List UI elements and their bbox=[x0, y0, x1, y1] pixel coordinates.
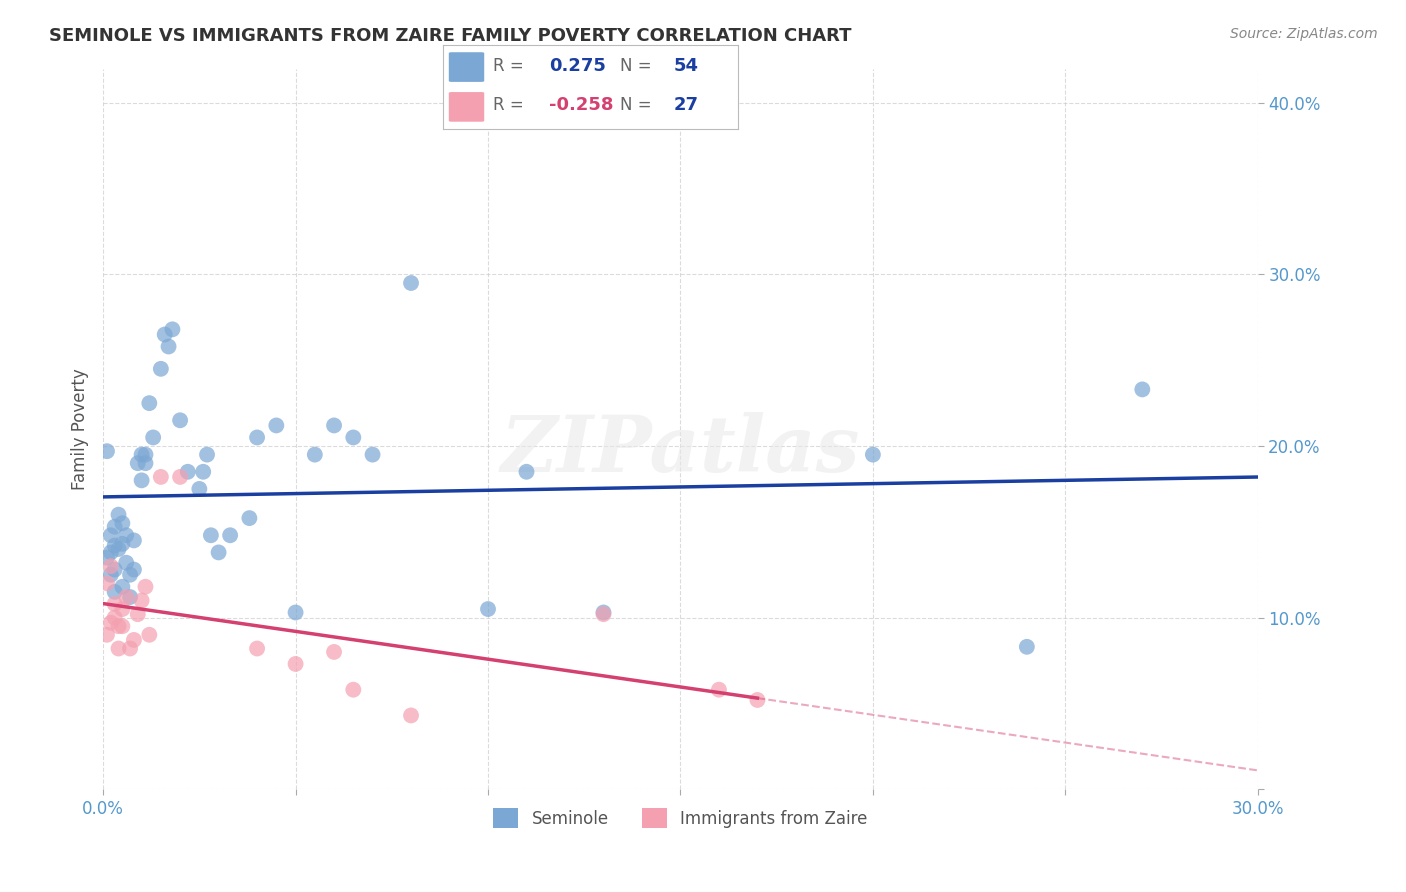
Point bbox=[1130, 383, 1153, 397]
Point bbox=[115, 590, 138, 604]
Point bbox=[104, 597, 127, 611]
Point bbox=[323, 645, 346, 659]
Text: 54: 54 bbox=[673, 57, 699, 75]
Point bbox=[342, 682, 364, 697]
Point bbox=[131, 593, 153, 607]
Point bbox=[104, 585, 127, 599]
Point bbox=[96, 550, 118, 565]
Point bbox=[169, 470, 191, 484]
Text: N =: N = bbox=[620, 57, 651, 75]
Text: 27: 27 bbox=[673, 96, 699, 114]
Point bbox=[1015, 640, 1038, 654]
Point bbox=[122, 533, 145, 548]
Point bbox=[134, 448, 156, 462]
Point bbox=[120, 567, 142, 582]
Point bbox=[399, 708, 422, 723]
Point bbox=[138, 628, 160, 642]
Point bbox=[96, 628, 118, 642]
Point bbox=[100, 559, 122, 574]
Point bbox=[207, 545, 229, 559]
Point bbox=[284, 657, 307, 671]
Text: Source: ZipAtlas.com: Source: ZipAtlas.com bbox=[1230, 27, 1378, 41]
Point bbox=[122, 563, 145, 577]
Text: -0.258: -0.258 bbox=[550, 96, 613, 114]
Point bbox=[107, 619, 129, 633]
Point bbox=[238, 511, 260, 525]
Point bbox=[104, 610, 127, 624]
Point bbox=[100, 528, 122, 542]
Point bbox=[111, 619, 134, 633]
Point bbox=[153, 327, 176, 342]
Point bbox=[162, 322, 184, 336]
Point bbox=[342, 430, 364, 444]
Text: SEMINOLE VS IMMIGRANTS FROM ZAIRE FAMILY POVERTY CORRELATION CHART: SEMINOLE VS IMMIGRANTS FROM ZAIRE FAMILY… bbox=[49, 27, 852, 45]
Point bbox=[304, 448, 326, 462]
Point bbox=[107, 508, 129, 522]
Point bbox=[100, 567, 122, 582]
Point bbox=[592, 607, 614, 622]
Point bbox=[131, 448, 153, 462]
Point bbox=[100, 615, 122, 630]
Point bbox=[195, 448, 218, 462]
Point bbox=[149, 361, 172, 376]
Point bbox=[219, 528, 242, 542]
Point bbox=[107, 541, 129, 556]
Point bbox=[707, 682, 730, 697]
Point bbox=[193, 465, 215, 479]
Point bbox=[111, 516, 134, 531]
Point bbox=[399, 276, 422, 290]
Point bbox=[127, 456, 149, 470]
Point bbox=[142, 430, 165, 444]
Point bbox=[138, 396, 160, 410]
Point bbox=[169, 413, 191, 427]
Point bbox=[246, 641, 269, 656]
Point bbox=[120, 590, 142, 604]
Point bbox=[477, 602, 499, 616]
Point bbox=[131, 474, 153, 488]
Point bbox=[107, 641, 129, 656]
Point bbox=[104, 519, 127, 533]
Point bbox=[96, 444, 118, 458]
Point bbox=[862, 448, 884, 462]
Point bbox=[127, 607, 149, 622]
Text: R =: R = bbox=[494, 96, 524, 114]
Point bbox=[134, 580, 156, 594]
Point bbox=[149, 470, 172, 484]
Legend: Seminole, Immigrants from Zaire: Seminole, Immigrants from Zaire bbox=[486, 801, 875, 835]
Point bbox=[266, 418, 288, 433]
FancyBboxPatch shape bbox=[449, 92, 484, 121]
Point bbox=[104, 563, 127, 577]
FancyBboxPatch shape bbox=[449, 53, 484, 82]
Point bbox=[323, 418, 346, 433]
Text: N =: N = bbox=[620, 96, 651, 114]
Point bbox=[111, 580, 134, 594]
Point bbox=[111, 602, 134, 616]
Point bbox=[747, 693, 769, 707]
Point bbox=[115, 528, 138, 542]
Point bbox=[115, 556, 138, 570]
Point bbox=[120, 641, 142, 656]
Point bbox=[157, 339, 180, 353]
Point bbox=[111, 537, 134, 551]
Point bbox=[122, 632, 145, 647]
Point bbox=[177, 465, 200, 479]
Point bbox=[134, 456, 156, 470]
Y-axis label: Family Poverty: Family Poverty bbox=[72, 368, 89, 490]
Text: R =: R = bbox=[494, 57, 524, 75]
Point bbox=[246, 430, 269, 444]
Point bbox=[361, 448, 384, 462]
Point bbox=[200, 528, 222, 542]
Point bbox=[96, 576, 118, 591]
Point bbox=[284, 606, 307, 620]
Text: 0.275: 0.275 bbox=[550, 57, 606, 75]
Point bbox=[100, 545, 122, 559]
Text: ZIPatlas: ZIPatlas bbox=[501, 412, 860, 489]
Point bbox=[188, 482, 211, 496]
Point bbox=[104, 539, 127, 553]
Point bbox=[515, 465, 537, 479]
Point bbox=[592, 606, 614, 620]
